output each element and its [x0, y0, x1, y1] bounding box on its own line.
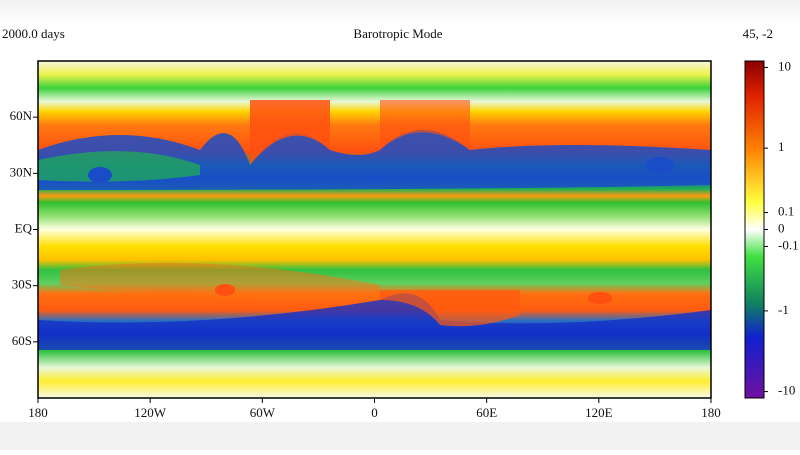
bottom-band — [0, 422, 800, 450]
x-tick-label: 60E — [476, 405, 497, 420]
y-tick-label: 60N — [10, 108, 33, 123]
x-tick-label: 0 — [371, 405, 378, 420]
colorbar-tick-label: -1 — [778, 302, 789, 317]
colorbar-tick-label: 0.1 — [778, 204, 794, 219]
x-tick-label: 120W — [134, 405, 167, 420]
chart-title: Barotropic Mode — [353, 26, 442, 41]
y-tick-label: EQ — [15, 220, 33, 235]
colorbar-tick-label: 10 — [778, 58, 791, 73]
colorbar-tick-label: 0 — [778, 220, 785, 235]
colorbar-tick-label: 1 — [778, 139, 785, 154]
x-tick-label: 120E — [585, 405, 613, 420]
y-tick-label: 30N — [10, 164, 33, 179]
time-label: 2000.0 days — [2, 26, 65, 41]
y-tick-label: 30S — [12, 277, 32, 292]
x-tick-label: 60W — [250, 405, 276, 420]
colorbar — [744, 60, 765, 399]
y-tick-label: 60S — [12, 333, 32, 348]
field — [38, 61, 711, 398]
corner-label: 45, -2 — [743, 26, 773, 41]
colorbar-tick-label: -0.1 — [778, 237, 799, 252]
x-tick-label: 180 — [28, 405, 48, 420]
top-band — [0, 0, 800, 26]
colorbar-tick-label: -10 — [778, 383, 795, 398]
x-tick-label: 180 — [701, 405, 721, 420]
